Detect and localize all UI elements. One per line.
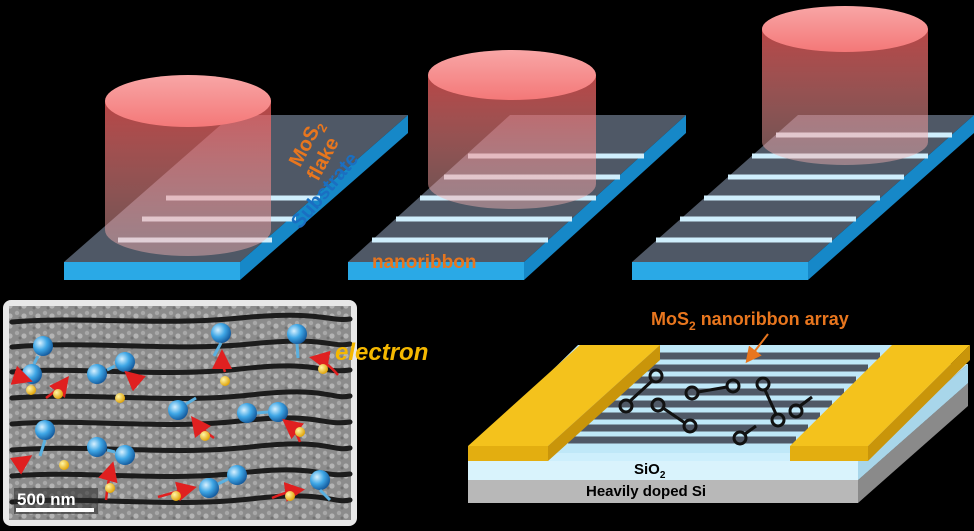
- electron-transfer-arrows: [9, 349, 339, 502]
- substrate-3-side-edge: [808, 115, 974, 280]
- panel-2-nanoribbon-formation: nanoribbon: [348, 50, 686, 280]
- molecule-4: [287, 324, 307, 359]
- molecule-9: [199, 465, 247, 498]
- si-layer-label: Heavily doped Si: [586, 483, 706, 500]
- nanoribbon-label: nanoribbon: [372, 252, 476, 273]
- molecule-10: [310, 470, 332, 502]
- sio2-layer-front: [468, 461, 858, 480]
- electron-dot: [220, 376, 230, 386]
- electron-dot: [285, 491, 295, 501]
- electrons: [26, 364, 328, 501]
- electron-dot: [171, 491, 181, 501]
- electron-dot: [105, 483, 115, 493]
- molecule-8: [87, 437, 135, 465]
- si-layer-side: [858, 383, 968, 503]
- electron-dot: [26, 385, 36, 395]
- drain-electrode: [790, 345, 970, 461]
- electron-label: electron: [335, 339, 428, 366]
- mos2-flake-cylinder-3: [762, 6, 928, 165]
- electron-dot: [200, 431, 210, 441]
- substrate-3-front-edge: [632, 262, 808, 280]
- molecule-outlines: [618, 368, 813, 446]
- electron-dot: [53, 389, 63, 399]
- molecule-5: [168, 396, 197, 420]
- sio2-layer-side: [858, 364, 968, 480]
- nanoribbon-array-label: MoS2 nanoribbon array: [651, 309, 849, 333]
- sio2-label: SiO2: [634, 461, 666, 481]
- electron-dot: [295, 427, 305, 437]
- si-layer-front: [468, 480, 858, 503]
- mos2-flake-cylinder-2: [428, 50, 596, 209]
- mos2-flake-cylinder-1: [105, 75, 271, 256]
- molecule-6: [237, 402, 288, 423]
- sem-image: 500 nm: [3, 300, 357, 526]
- electron-dot: [59, 460, 69, 470]
- substrate-2-front-edge: [348, 262, 524, 280]
- substrate-1-front-edge: [64, 262, 240, 280]
- electron-dot: [115, 393, 125, 403]
- nanoribbon-array-pointer: [745, 333, 769, 364]
- source-electrode: [468, 345, 660, 461]
- electron-dot: [318, 364, 328, 374]
- molecule-2: [87, 352, 135, 384]
- panel-1-flake-on-substrate: MoS2 flake Substrate: [64, 75, 408, 280]
- substrate-2-side-edge: [524, 115, 686, 280]
- device-schematic: SiO2 Heavily doped Si: [468, 345, 970, 503]
- molecule-7: [35, 420, 55, 457]
- substrate-1-side-edge: [240, 115, 408, 280]
- panel-3-nanoribbon-array: [632, 6, 974, 280]
- scale-bar-label: 500 nm: [17, 490, 76, 509]
